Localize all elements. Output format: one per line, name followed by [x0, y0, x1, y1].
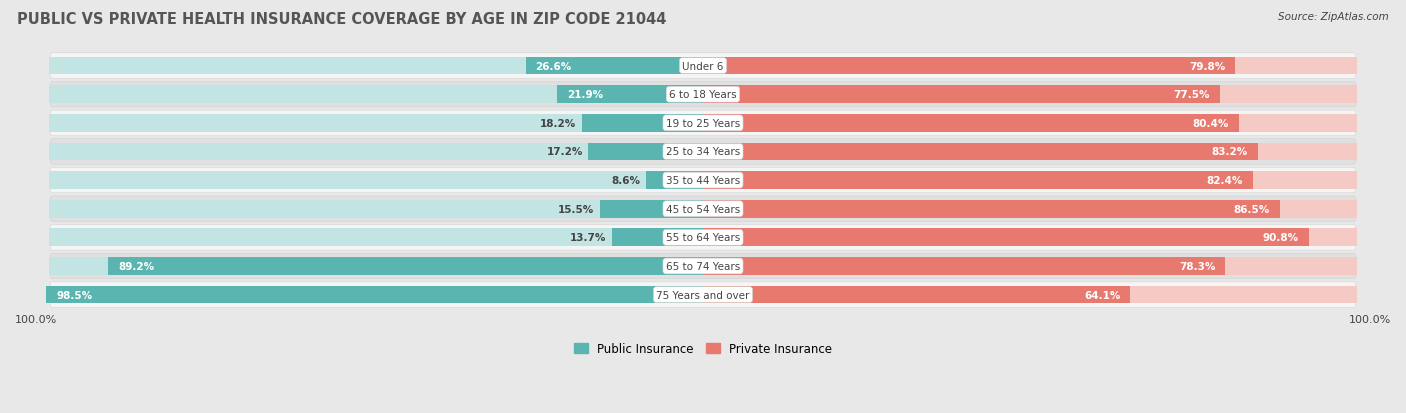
Bar	[526, 57, 703, 75]
Bar	[49, 86, 703, 104]
Bar	[703, 200, 1279, 218]
Text: 35 to 44 Years: 35 to 44 Years	[666, 176, 740, 186]
Text: 8.6%: 8.6%	[612, 176, 640, 186]
Text: 75 Years and over: 75 Years and over	[657, 290, 749, 300]
Bar	[49, 200, 703, 218]
Bar	[599, 200, 703, 218]
FancyBboxPatch shape	[49, 82, 1357, 108]
FancyBboxPatch shape	[49, 225, 1357, 251]
Text: 18.2%: 18.2%	[540, 119, 576, 128]
Bar	[582, 115, 703, 133]
Text: Under 6: Under 6	[682, 62, 724, 71]
Text: 86.5%: 86.5%	[1233, 204, 1270, 214]
Bar	[703, 143, 1357, 161]
Text: 64.1%: 64.1%	[1084, 290, 1121, 300]
Text: 21.9%: 21.9%	[567, 90, 603, 100]
Bar	[703, 286, 1357, 304]
Text: PUBLIC VS PRIVATE HEALTH INSURANCE COVERAGE BY AGE IN ZIP CODE 21044: PUBLIC VS PRIVATE HEALTH INSURANCE COVER…	[17, 12, 666, 27]
Text: 89.2%: 89.2%	[118, 261, 155, 271]
Bar	[49, 143, 703, 161]
FancyBboxPatch shape	[49, 111, 1357, 136]
Bar	[49, 172, 703, 190]
Bar	[49, 286, 703, 304]
Bar	[703, 86, 1357, 104]
Bar	[703, 200, 1357, 218]
Bar	[49, 115, 703, 133]
Bar	[703, 143, 1258, 161]
Text: 90.8%: 90.8%	[1263, 233, 1299, 243]
Bar	[645, 172, 703, 190]
Text: 83.2%: 83.2%	[1212, 147, 1249, 157]
Bar	[49, 229, 703, 247]
Bar	[588, 143, 703, 161]
Bar	[703, 229, 1357, 247]
FancyBboxPatch shape	[49, 168, 1357, 193]
Text: 79.8%: 79.8%	[1189, 62, 1225, 71]
Bar	[703, 172, 1357, 190]
Bar	[703, 229, 1309, 247]
Text: 15.5%: 15.5%	[558, 204, 595, 214]
Text: 17.2%: 17.2%	[547, 147, 583, 157]
Bar	[703, 286, 1130, 304]
Text: 65 to 74 Years: 65 to 74 Years	[666, 261, 740, 271]
Bar	[703, 257, 1225, 275]
Bar	[703, 172, 1253, 190]
Bar	[49, 57, 703, 75]
Bar	[703, 115, 1357, 133]
Bar	[49, 257, 703, 275]
Text: 19 to 25 Years: 19 to 25 Years	[666, 119, 740, 128]
Bar	[46, 286, 703, 304]
FancyBboxPatch shape	[49, 54, 1357, 79]
Bar	[703, 57, 1234, 75]
Text: 26.6%: 26.6%	[536, 62, 572, 71]
Bar	[557, 86, 703, 104]
Bar	[703, 115, 1239, 133]
Legend: Public Insurance, Private Insurance: Public Insurance, Private Insurance	[569, 337, 837, 360]
Text: Source: ZipAtlas.com: Source: ZipAtlas.com	[1278, 12, 1389, 22]
Text: 13.7%: 13.7%	[569, 233, 606, 243]
Text: 45 to 54 Years: 45 to 54 Years	[666, 204, 740, 214]
FancyBboxPatch shape	[49, 197, 1357, 222]
Text: 98.5%: 98.5%	[56, 290, 93, 300]
FancyBboxPatch shape	[49, 140, 1357, 165]
Text: 78.3%: 78.3%	[1178, 261, 1215, 271]
Text: 82.4%: 82.4%	[1206, 176, 1243, 186]
FancyBboxPatch shape	[49, 254, 1357, 279]
Text: 6 to 18 Years: 6 to 18 Years	[669, 90, 737, 100]
Bar	[703, 57, 1357, 75]
Text: 80.4%: 80.4%	[1192, 119, 1229, 128]
Text: 77.5%: 77.5%	[1174, 90, 1209, 100]
Text: 55 to 64 Years: 55 to 64 Years	[666, 233, 740, 243]
FancyBboxPatch shape	[49, 282, 1357, 308]
Bar	[612, 229, 703, 247]
Bar	[703, 257, 1357, 275]
Bar	[108, 257, 703, 275]
Bar	[703, 86, 1220, 104]
Text: 25 to 34 Years: 25 to 34 Years	[666, 147, 740, 157]
